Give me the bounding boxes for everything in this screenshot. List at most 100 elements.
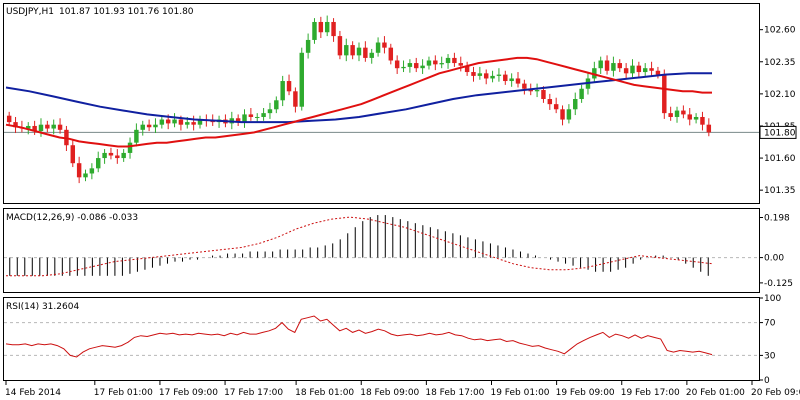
candle-body [185,122,190,125]
macd-axis-label: 0.00 [764,254,784,264]
time-axis-label: 19 Feb 01:00 [490,388,549,398]
candle-body [299,52,304,107]
candle-body [452,57,457,64]
candle-body [668,113,673,117]
candle-body [617,63,623,69]
candle-body [255,116,260,118]
candle-body [401,66,406,69]
candle-body [159,119,165,125]
candle-body [420,65,425,69]
candle-body [687,114,692,120]
candle-body [235,118,241,123]
candle-body [706,124,712,133]
candle-body [267,109,273,114]
candle-body [566,109,572,120]
candle-body [636,65,642,73]
candle-body [32,125,37,132]
current-price-value: 101.80 [764,128,796,138]
candle-body [471,72,476,76]
macd-panel-frame [3,208,760,293]
candle-body [611,63,616,71]
candle-body [426,60,432,66]
candle-body [433,60,438,65]
price-axis-label: 102.35 [764,58,796,68]
candle-body [604,60,610,71]
candle-body [115,155,120,159]
time-axis-label: 19 Feb 17:00 [621,388,680,398]
time-axis-label: 17 Feb 09:00 [159,388,218,398]
candle-body [312,21,317,40]
candle-body [464,65,470,73]
candle-body [674,110,680,117]
candle-body [649,68,654,71]
candle-body [375,42,381,53]
candle-body [388,47,394,61]
macd-header-label: MACD(12,26,9) -0.086 -0.033 [6,213,138,223]
candle-body [38,124,44,132]
chart-symbol-label: USDJPY,H1 101.87 101.93 101.76 101.80 [6,7,194,17]
candle-body [305,39,311,53]
candle-body [560,109,565,120]
candle-body [83,173,88,178]
candle-body [102,152,107,159]
rsi-layer [4,315,759,358]
candle-body [445,57,451,64]
candle-body [483,73,489,79]
symbol-text: USDJPY,H1 [6,7,54,17]
candle-body [293,91,298,107]
candle-body [337,36,343,56]
candle-body [414,63,419,69]
price-panel-frame [3,3,760,204]
candle-body [318,21,324,33]
candle-body [26,125,31,129]
candle-body [45,124,50,129]
rsi-axis-label: 30 [764,351,776,361]
candle-body [394,60,400,69]
candle-body [522,83,527,89]
candle-body [509,78,514,82]
candle-body [280,81,285,101]
axis-layer: 102.60102.35102.10101.85101.60101.350.19… [5,26,800,398]
candle-body [681,110,686,115]
candle-body [458,63,463,66]
candle-body [324,21,330,33]
candle-body [57,124,63,130]
price-axis-label: 101.60 [764,154,796,164]
ohlc-text: 101.87 101.93 101.76 101.80 [59,7,194,17]
candle-body [121,152,126,159]
candle-body [197,119,203,125]
rsi-panel-frame [3,297,760,381]
candle-body [382,42,387,48]
candle-body [331,21,336,37]
candle-body [274,100,279,110]
candle-body [369,52,374,58]
candle-body [515,78,521,84]
candle-body [89,168,95,174]
rsi-line [5,315,713,358]
rsi-axis-label: 100 [764,294,781,304]
candle-body [598,60,603,69]
price-axis-label: 102.60 [764,26,796,36]
current-price-box [759,125,797,139]
candle-body [700,116,705,125]
candle-body [51,124,56,129]
moving-average-blue-line [5,72,712,124]
candle-body [70,145,76,164]
candle-body [547,99,553,105]
candle-body [655,70,661,75]
candle-body [248,114,254,117]
candle-body [496,74,502,76]
time-axis-label: 18 Feb 17:00 [425,388,484,398]
candle-body [165,119,171,124]
time-axis-label: 19 Feb 09:00 [556,388,615,398]
candle-body [490,75,495,79]
moving-average-red-line [5,56,712,148]
rsi-header-label: RSI(14) 31.2604 [6,302,79,312]
candle-body [356,47,362,56]
current-price-tag: 101.80 [759,125,797,139]
candle-body [407,63,413,67]
candle-body [13,122,18,128]
candle-body [153,124,158,128]
